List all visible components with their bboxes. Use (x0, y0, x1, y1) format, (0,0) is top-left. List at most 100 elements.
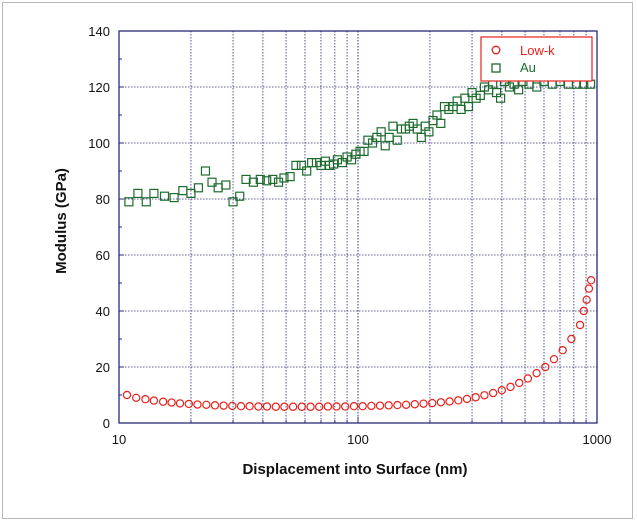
data-point-au (532, 82, 542, 92)
data-point-low-k (219, 401, 228, 410)
data-point-low-k (122, 390, 132, 400)
legend: Low-k Au (480, 36, 593, 82)
data-point-low-k (584, 284, 594, 293)
data-point-low-k (228, 401, 237, 411)
x-tick-label: 100 (347, 432, 369, 447)
legend-marker-au (491, 63, 501, 73)
data-point-low-k (506, 382, 515, 392)
data-point-au (302, 166, 312, 176)
data-point-low-k (454, 396, 463, 405)
data-point-low-k (349, 402, 359, 411)
y-axis-label: Modulus (GPa) (53, 168, 70, 274)
data-point-low-k (471, 393, 480, 402)
data-point-low-k (579, 306, 588, 316)
data-point-low-k (367, 401, 376, 411)
y-tick-label: 20 (96, 360, 110, 375)
data-point-low-k (323, 402, 333, 411)
data-point-low-k (523, 374, 533, 383)
data-point-low-k (384, 401, 393, 410)
data-point-au (268, 174, 278, 184)
data-point-au (307, 158, 317, 168)
data-point-low-k (288, 402, 298, 411)
legend-marker-low-k (491, 45, 501, 55)
data-point-au (463, 101, 474, 112)
data-point-low-k (582, 295, 591, 304)
data-point-low-k (175, 399, 185, 408)
data-point-low-k (497, 386, 507, 395)
data-point-au (337, 158, 347, 168)
series-low-k (122, 276, 596, 411)
data-point-au (279, 173, 289, 183)
data-point-low-k (271, 402, 281, 411)
x-tick-label: 1000 (583, 432, 612, 447)
data-point-low-k (141, 395, 150, 404)
data-point-low-k (280, 402, 289, 411)
data-point-low-k (236, 402, 246, 411)
data-point-low-k (532, 368, 541, 378)
x-axis-label: Displacement into Surface (nm) (242, 461, 467, 478)
legend-box (480, 36, 593, 82)
data-point-low-k (436, 398, 446, 407)
data-point-au (424, 127, 434, 137)
data-point-au (436, 118, 446, 129)
data-point-au (241, 174, 251, 184)
data-point-au (228, 197, 238, 207)
data-point-au (332, 155, 343, 165)
data-point-low-k (341, 402, 350, 411)
y-tick-label: 0 (103, 416, 110, 431)
data-point-au (133, 188, 143, 198)
legend-label-au: Au (520, 60, 536, 75)
data-point-au (359, 146, 369, 156)
data-point-low-k (332, 402, 341, 411)
data-point-low-k (297, 402, 307, 411)
data-point-low-k (549, 354, 559, 364)
data-point-low-k (419, 399, 428, 408)
data-point-low-k (158, 397, 168, 406)
data-point-low-k (262, 402, 272, 411)
y-tick-label: 80 (96, 192, 110, 207)
data-point-low-k (567, 334, 576, 344)
data-point-au (416, 132, 426, 142)
series-au (124, 76, 596, 207)
data-point-low-k (428, 398, 437, 408)
data-point-low-k (375, 401, 385, 410)
data-point-au (149, 188, 159, 198)
y-tick-label: 120 (88, 80, 110, 95)
data-point-low-k (410, 400, 420, 409)
data-point-au (495, 93, 506, 103)
data-point-low-k (358, 402, 367, 411)
data-point-low-k (462, 394, 472, 404)
data-point-au (159, 191, 170, 201)
data-point-low-k (314, 402, 324, 411)
data-point-low-k (558, 346, 567, 355)
data-point-au (296, 160, 307, 170)
data-point-au (141, 197, 151, 207)
data-point-low-k (131, 393, 141, 402)
y-tick-label: 60 (96, 248, 110, 263)
data-point-low-k (254, 402, 263, 411)
data-point-au (124, 197, 134, 207)
data-point-au (169, 193, 179, 203)
data-point-au (392, 135, 402, 145)
data-point-au (291, 160, 301, 170)
data-point-low-k (515, 378, 524, 388)
data-point-low-k (245, 402, 254, 411)
data-point-au (235, 191, 245, 201)
data-point-low-k (480, 391, 489, 400)
data-point-au (248, 177, 258, 187)
data-point-low-k (586, 276, 596, 285)
legend-label-low-k: Low-k (520, 43, 555, 58)
data-point-low-k (210, 401, 220, 410)
data-point-au (262, 176, 272, 186)
data-point-low-k (149, 396, 159, 405)
data-point-low-k (393, 400, 402, 410)
x-tick-label: 10 (112, 432, 126, 447)
data-point-low-k (306, 402, 315, 411)
axis-ticks (118, 30, 598, 424)
data-point-low-k (488, 388, 498, 398)
data-point-au (207, 177, 217, 187)
data-point-au (376, 127, 386, 137)
y-tick-label: 100 (88, 136, 110, 151)
series-layer (122, 76, 596, 411)
